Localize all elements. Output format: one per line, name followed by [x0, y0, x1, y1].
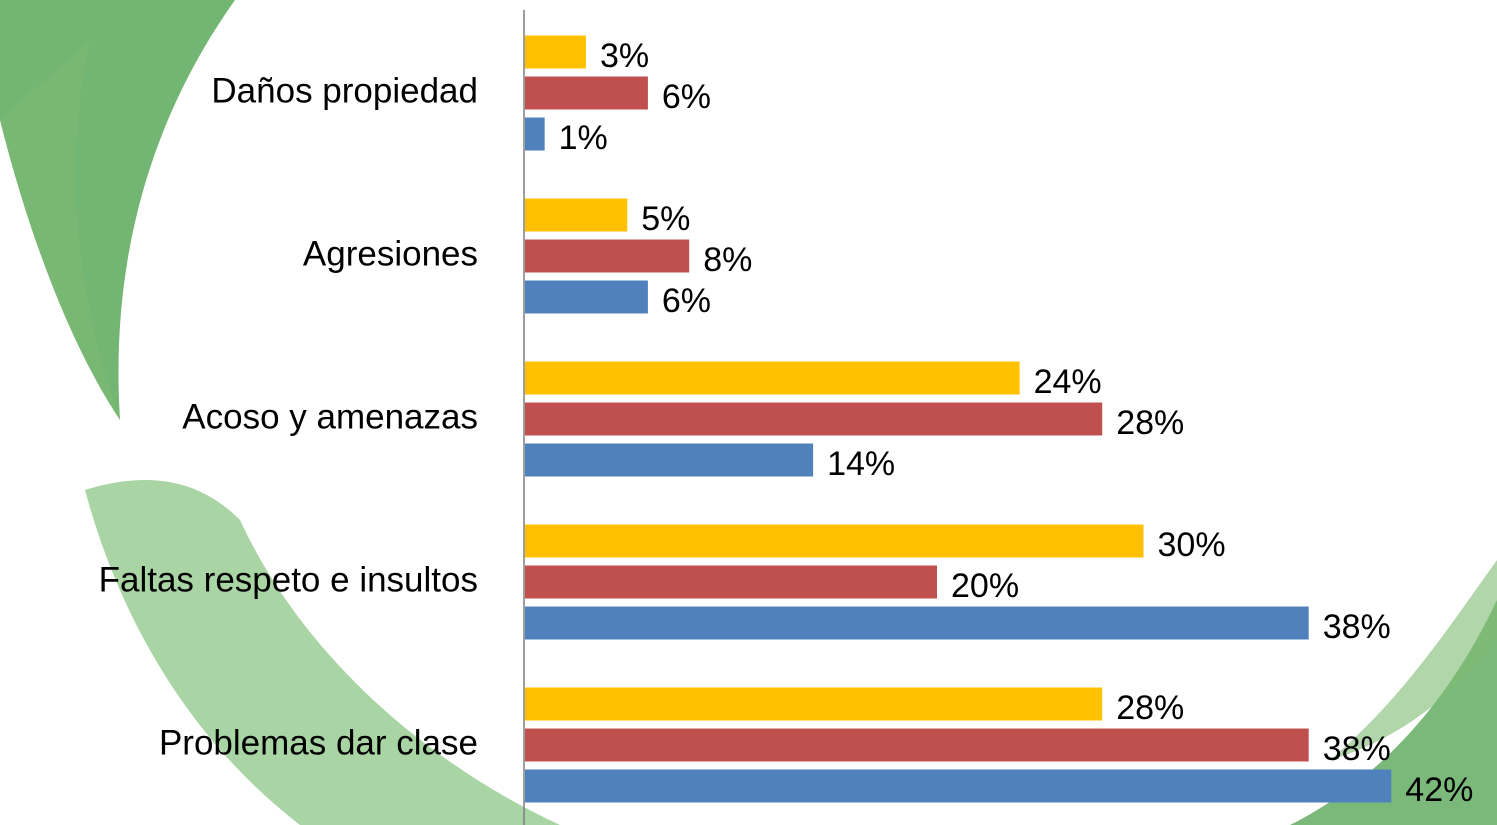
bar	[525, 198, 628, 232]
bar	[525, 524, 1144, 558]
data-label: 42%	[1405, 771, 1473, 809]
data-label: 24%	[1034, 363, 1102, 401]
data-label: 5%	[641, 200, 690, 238]
y-tick-label: Acoso y amenazas	[182, 397, 478, 436]
bar	[525, 565, 937, 599]
data-label: 6%	[662, 282, 711, 320]
data-label: 28%	[1116, 404, 1184, 442]
data-label: 28%	[1116, 689, 1184, 727]
bar	[525, 76, 648, 110]
data-label: 20%	[951, 567, 1019, 605]
y-tick-label: Agresiones	[303, 234, 478, 273]
y-tick-label: Problemas dar clase	[159, 723, 478, 762]
bar	[525, 769, 1392, 803]
bar	[525, 728, 1309, 762]
bar	[525, 117, 545, 151]
bar	[525, 35, 586, 69]
bar	[525, 443, 814, 477]
bar	[525, 361, 1020, 395]
bar	[525, 239, 690, 273]
data-label: 6%	[662, 78, 711, 116]
data-label: 8%	[703, 241, 752, 279]
y-tick-label: Faltas respeto e insultos	[99, 560, 478, 599]
data-label: 38%	[1323, 608, 1391, 646]
bar	[525, 687, 1103, 721]
y-tick-label: Daños propiedad	[211, 71, 478, 110]
data-label: 14%	[827, 445, 895, 483]
bar	[525, 402, 1103, 436]
data-label: 30%	[1158, 526, 1226, 564]
bar	[525, 606, 1309, 640]
data-label: 1%	[559, 119, 608, 157]
data-label: 3%	[600, 37, 649, 75]
bar	[525, 280, 648, 314]
data-label: 38%	[1323, 730, 1391, 768]
